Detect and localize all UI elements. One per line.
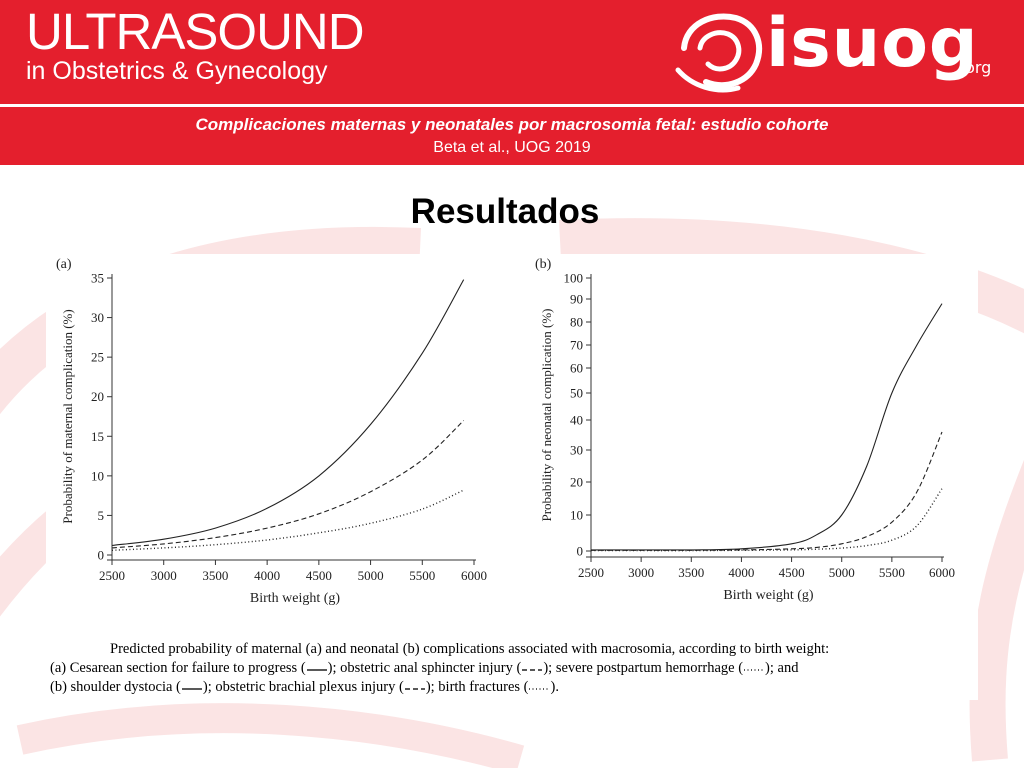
y-tick-label: 25 <box>91 350 104 365</box>
x-tick-label: 3000 <box>628 565 654 580</box>
x-tick-label: 5500 <box>879 565 905 580</box>
x-tick-label: 2500 <box>578 565 604 580</box>
panel-label: (b) <box>535 257 552 272</box>
y-axis-label: Probability of neonatal complication (%) <box>539 309 554 522</box>
series-line-obstetric-brachial-plexus-injury <box>590 431 943 551</box>
x-tick-label: 4000 <box>254 568 280 583</box>
x-tick-label: 5000 <box>358 568 384 583</box>
y-tick-label: 0 <box>577 544 584 559</box>
y-tick-label: 80 <box>570 315 583 330</box>
caption-line-3: (b) shoulder dystocia ( ); obstetric brac… <box>50 677 950 697</box>
legend-solid-swatch <box>306 668 327 671</box>
legend-dotted-swatch <box>529 687 550 690</box>
x-tick-label: 3000 <box>151 568 177 583</box>
society-name: isuog <box>766 4 979 83</box>
x-tick-label: 6000 <box>929 565 955 580</box>
isuog-logo-icon <box>675 13 763 93</box>
charts-svg: 0 5 10 15 20 25 30 35 2500 3000 3500 4000 4500 5000 55… <box>56 257 955 606</box>
y-tick-label: 100 <box>564 271 584 286</box>
y-tick-label: 20 <box>91 389 104 404</box>
caption-text: ); and <box>765 660 799 676</box>
study-title: Complicaciones maternas y neonatales por… <box>195 115 829 134</box>
x-axis-label: Birth weight (g) <box>723 588 814 603</box>
series-line-severe-postpartum-hemorrhage <box>111 489 464 551</box>
caption-text: (b) shoulder dystocia ( <box>50 679 181 695</box>
legend-dotted-swatch <box>744 668 765 671</box>
caption-text: ). <box>550 679 559 695</box>
caption-text: ); severe postpartum hemorrhage ( <box>543 660 744 676</box>
caption-line-2: (a) Cesarean section for failure to prog… <box>50 658 950 678</box>
series-line-shoulder-dystocia <box>591 303 943 551</box>
y-tick-label: 90 <box>570 292 583 307</box>
y-tick-label: 20 <box>570 475 583 490</box>
x-tick-label: 3500 <box>202 568 228 583</box>
series-line-birth-fractures <box>591 488 943 552</box>
slide-title: Resultados <box>410 192 600 231</box>
figure-panel: 0 5 10 15 20 25 30 35 2500 3000 3500 4000 4500 5000 55… <box>46 254 978 700</box>
caption-text: ); birth fractures ( <box>425 679 529 695</box>
y-tick-label: 30 <box>91 310 104 325</box>
caption-text: (a) Cesarean section for failure to prog… <box>50 660 306 676</box>
y-tick-label: 60 <box>570 361 583 376</box>
caption-text: ); obstetric anal sphincter injury ( <box>327 660 522 676</box>
x-tick-label: 4500 <box>779 565 805 580</box>
legend-dashed-swatch <box>522 668 543 671</box>
y-tick-label: 30 <box>570 443 583 458</box>
y-tick-label: 35 <box>91 271 104 286</box>
x-tick-label: 4500 <box>306 568 332 583</box>
legend-dashed-swatch <box>404 687 425 690</box>
society-tld: .org <box>960 58 992 77</box>
series-line-cesarean-section-for-failure-to-progress <box>111 279 465 547</box>
study-banner: Complicaciones maternas y neonatales por… <box>0 107 1024 165</box>
y-tick-label: 40 <box>570 413 583 428</box>
x-tick-label: 4000 <box>728 565 754 580</box>
x-tick-label: 3500 <box>678 565 704 580</box>
journal-header: ULTRASOUND in Obstetrics & Gynecology is… <box>0 0 1024 104</box>
x-axis-label: Birth weight (g) <box>250 591 341 606</box>
x-tick-label: 2500 <box>99 568 125 583</box>
y-tick-label: 0 <box>98 548 105 563</box>
y-tick-label: 10 <box>91 468 104 483</box>
caption-text: ); obstetric brachial plexus injury ( <box>202 679 404 695</box>
x-tick-label: 5000 <box>829 565 855 580</box>
y-tick-label: 70 <box>570 338 583 353</box>
y-tick-label: 50 <box>570 386 583 401</box>
panel-label: (a) <box>56 257 72 272</box>
caption-intro: Predicted probability of maternal (a) an… <box>110 641 830 657</box>
citation: Beta et al., UOG 2019 <box>433 139 591 156</box>
legend-solid-swatch <box>181 687 202 690</box>
y-axis-label: Probability of maternal complication (%) <box>60 309 75 523</box>
y-tick-label: 5 <box>98 508 105 523</box>
series-line-obstetric-anal-sphincter-injury <box>111 420 465 549</box>
y-tick-label: 15 <box>91 429 104 444</box>
caption-line-1: Predicted probability of maternal (a) an… <box>110 639 1010 659</box>
x-tick-label: 6000 <box>461 568 487 583</box>
journal-subtitle: in Obstetrics & Gynecology <box>26 57 328 85</box>
x-tick-label: 5500 <box>409 568 435 583</box>
journal-title: ULTRASOUND <box>26 3 365 60</box>
y-tick-label: 10 <box>570 508 583 523</box>
